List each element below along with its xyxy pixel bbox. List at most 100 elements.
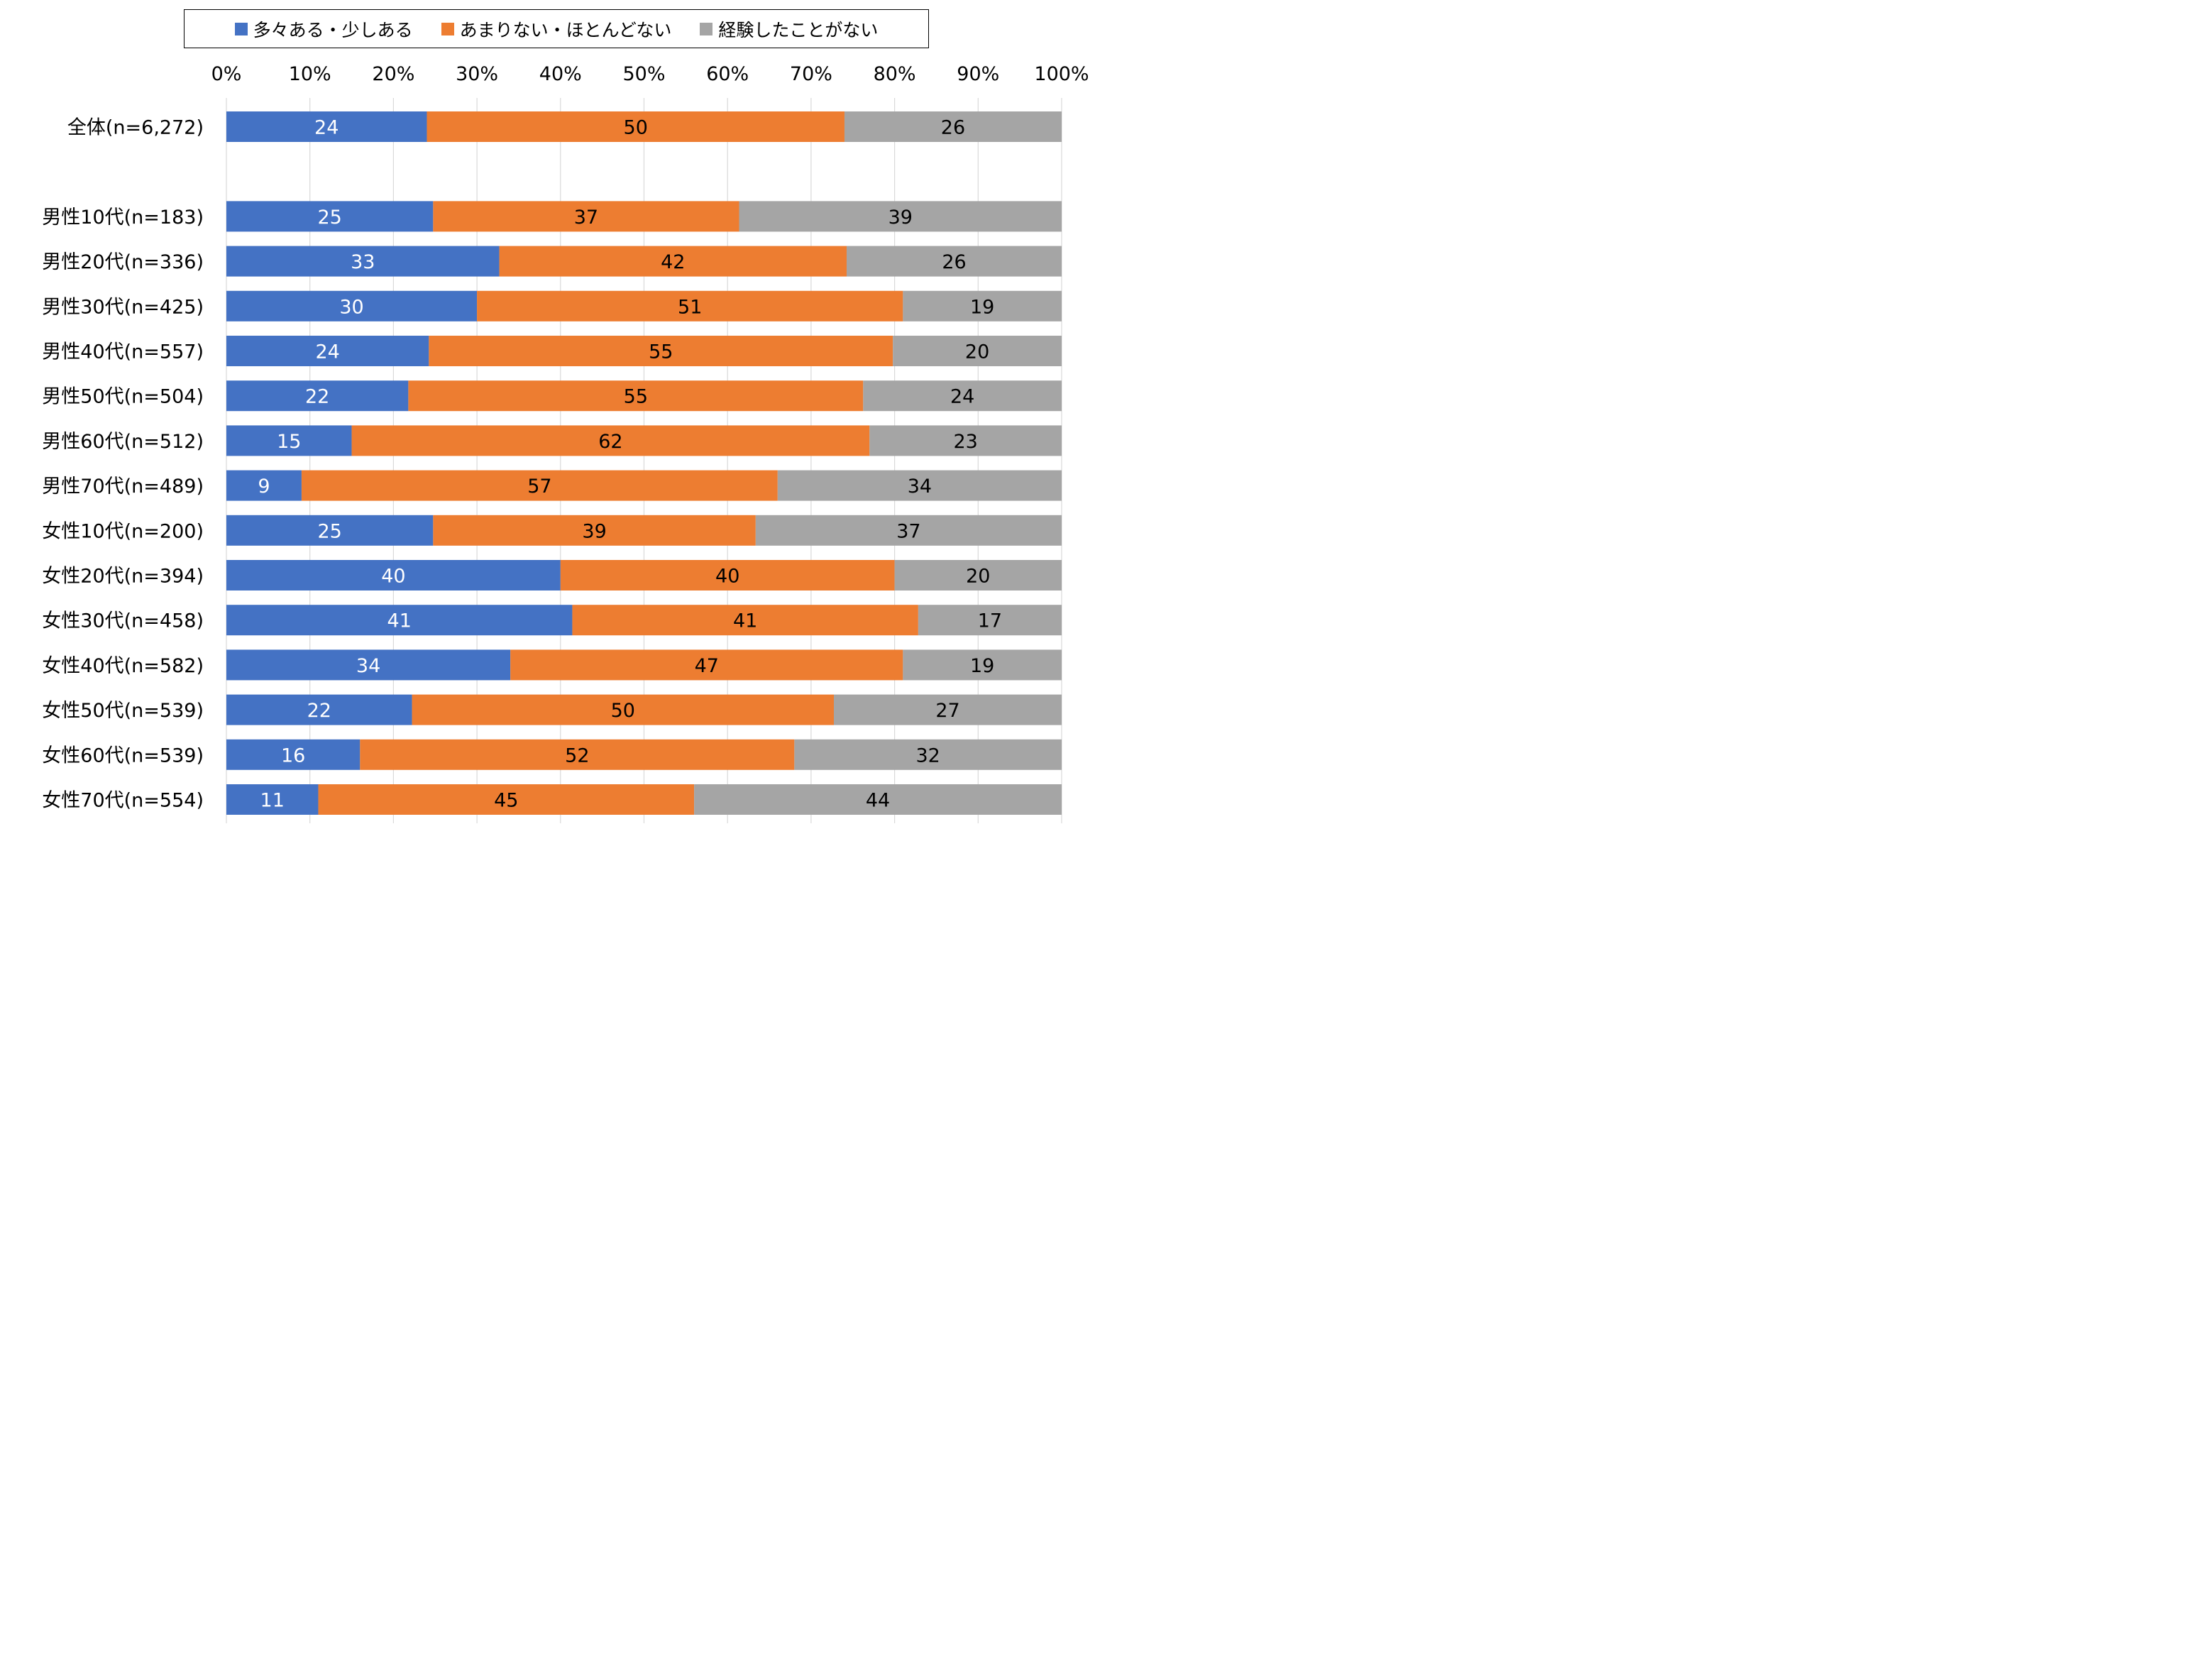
bar-segment-r5-s2 xyxy=(893,336,1062,366)
x-tick-label-1: 10% xyxy=(289,63,331,85)
bar-segment-r11-s0 xyxy=(226,605,573,636)
bar-segment-r5-s0 xyxy=(226,336,429,366)
legend-swatch-2 xyxy=(700,22,713,35)
bar-segment-r7-s2 xyxy=(869,425,1062,456)
data-label-r7-s1: 62 xyxy=(598,431,622,453)
bar-segment-r15-s1 xyxy=(318,784,695,815)
data-label-r7-s0: 15 xyxy=(277,431,301,453)
data-label-r14-s0: 16 xyxy=(281,745,305,767)
x-tick-label-7: 70% xyxy=(790,63,832,85)
legend-label-0: 多々ある・少しある xyxy=(253,19,413,40)
data-label-r12-s2: 19 xyxy=(970,655,994,677)
data-label-r6-s2: 24 xyxy=(950,386,974,408)
data-label-r9-s0: 25 xyxy=(317,520,341,542)
bar-segment-r14-s1 xyxy=(360,739,795,770)
data-label-r13-s0: 22 xyxy=(307,700,331,722)
data-label-r14-s1: 52 xyxy=(565,745,589,767)
bar-segment-r8-s0 xyxy=(226,470,302,501)
legend-item-series-0: 多々ある・少しある xyxy=(234,16,413,42)
bar-segment-r4-s2 xyxy=(903,290,1062,322)
bar-segment-r6-s1 xyxy=(408,380,864,412)
data-label-r4-s0: 30 xyxy=(339,296,363,318)
data-label-r15-s2: 44 xyxy=(866,790,890,812)
data-label-r3-s1: 42 xyxy=(661,251,685,273)
bar-segment-r11-s1 xyxy=(572,605,918,636)
bar-segment-r3-s0 xyxy=(226,246,500,277)
bar-segment-r13-s1 xyxy=(412,694,834,725)
bar-segment-r6-s0 xyxy=(226,380,409,412)
data-label-r2-s0: 25 xyxy=(317,207,341,229)
bar-segment-r8-s1 xyxy=(301,470,778,501)
category-label-5: 男性40代(n=557) xyxy=(42,341,204,363)
data-label-r12-s1: 47 xyxy=(695,655,719,677)
bar-segment-r2-s1 xyxy=(433,201,739,232)
bar-segment-r0-s2 xyxy=(844,111,1062,142)
data-label-r10-s2: 20 xyxy=(966,566,990,588)
data-label-r5-s2: 20 xyxy=(965,341,989,363)
legend-label-1: あまりない・ほとんどない xyxy=(459,19,672,40)
data-label-r2-s1: 37 xyxy=(574,207,598,229)
data-label-r9-s1: 39 xyxy=(582,520,606,542)
legend-label-2: 経験したことがない xyxy=(718,19,879,40)
category-label-0: 全体(n=6,272) xyxy=(67,117,204,139)
legend-item-series-1: あまりない・ほとんどない xyxy=(441,16,672,42)
data-label-r3-s2: 26 xyxy=(942,251,966,273)
data-label-r14-s2: 32 xyxy=(916,745,940,767)
data-label-r11-s1: 41 xyxy=(733,610,757,632)
data-label-r6-s1: 55 xyxy=(624,386,648,408)
data-label-r6-s0: 22 xyxy=(305,386,329,408)
x-tick-label-10: 100% xyxy=(1034,63,1089,85)
category-label-8: 男性70代(n=489) xyxy=(42,476,204,498)
category-label-4: 男性30代(n=425) xyxy=(42,296,204,318)
bar-segment-r5-s1 xyxy=(429,336,893,366)
category-label-11: 女性30代(n=458) xyxy=(42,610,204,632)
data-label-r12-s0: 34 xyxy=(356,655,380,677)
data-label-r4-s1: 51 xyxy=(678,296,702,318)
data-label-r8-s2: 34 xyxy=(908,476,932,498)
bar-segment-r4-s0 xyxy=(226,290,478,322)
category-label-3: 男性20代(n=336) xyxy=(42,251,204,273)
bar-segment-r7-s0 xyxy=(226,425,352,456)
data-label-r0-s2: 26 xyxy=(941,117,965,139)
bar-segment-r3-s2 xyxy=(847,246,1062,277)
legend-item-series-2: 経験したことがない xyxy=(700,16,878,42)
data-label-r0-s0: 24 xyxy=(314,117,339,139)
bar-segment-r13-s2 xyxy=(834,694,1062,725)
bar-segment-r15-s0 xyxy=(226,784,319,815)
x-tick-label-2: 20% xyxy=(372,63,414,85)
category-label-13: 女性50代(n=539) xyxy=(42,700,204,722)
category-label-14: 女性60代(n=539) xyxy=(42,745,204,767)
x-tick-label-5: 50% xyxy=(622,63,665,85)
bar-segment-r0-s1 xyxy=(427,111,844,142)
bar-segment-r4-s1 xyxy=(477,290,903,322)
bar-segment-r12-s1 xyxy=(510,649,903,681)
data-label-r8-s1: 57 xyxy=(527,476,551,498)
bar-segment-r6-s2 xyxy=(863,380,1062,412)
bar-segment-r15-s2 xyxy=(694,784,1062,815)
bar-segment-r10-s0 xyxy=(226,560,561,590)
data-label-r5-s1: 55 xyxy=(649,341,673,363)
data-label-r7-s2: 23 xyxy=(953,431,977,453)
bar-segment-r14-s2 xyxy=(794,739,1062,770)
data-label-r2-s2: 39 xyxy=(888,207,913,229)
x-tick-label-6: 60% xyxy=(706,63,749,85)
chart-legend: 多々ある・少しある あまりない・ほとんどない 経験したことがない xyxy=(184,9,929,48)
x-tick-label-0: 0% xyxy=(211,63,242,85)
data-label-r8-s0: 9 xyxy=(258,476,270,498)
data-label-r5-s0: 24 xyxy=(315,341,339,363)
bar-segment-r0-s0 xyxy=(226,111,427,142)
bar-segment-r12-s0 xyxy=(226,649,511,681)
bar-segment-r2-s0 xyxy=(226,201,434,232)
bar-segment-r14-s0 xyxy=(226,739,361,770)
data-label-r13-s2: 27 xyxy=(935,700,959,722)
x-tick-label-8: 80% xyxy=(874,63,916,85)
category-label-7: 男性60代(n=512) xyxy=(42,431,204,453)
bar-segment-r7-s1 xyxy=(351,425,870,456)
bar-segment-r13-s0 xyxy=(226,694,412,725)
x-tick-label-4: 40% xyxy=(539,63,582,85)
bar-segment-r11-s2 xyxy=(918,605,1062,636)
bar-segment-r8-s2 xyxy=(777,470,1062,501)
category-label-2: 男性10代(n=183) xyxy=(42,207,204,229)
data-label-r4-s2: 19 xyxy=(970,296,994,318)
bar-segment-r9-s2 xyxy=(755,515,1062,546)
